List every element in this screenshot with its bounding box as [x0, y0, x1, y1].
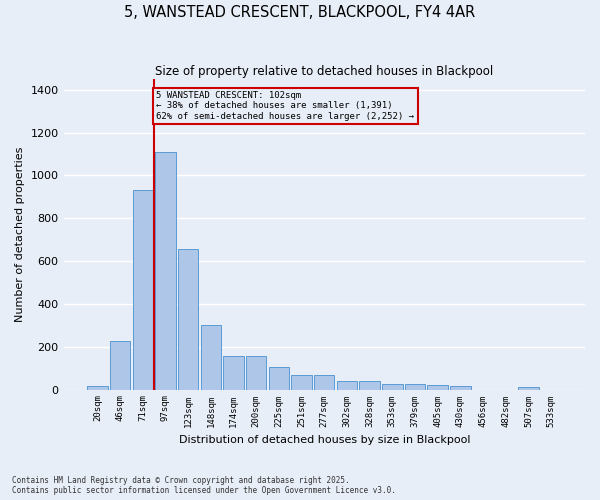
Bar: [155, 152, 176, 390]
Bar: [382, 384, 403, 390]
Bar: [450, 386, 470, 390]
Bar: [223, 356, 244, 390]
Text: 5 WANSTEAD CRESCENT: 102sqm
← 38% of detached houses are smaller (1,391)
62% of : 5 WANSTEAD CRESCENT: 102sqm ← 38% of det…: [157, 91, 415, 120]
Bar: [337, 382, 357, 390]
Bar: [427, 386, 448, 390]
Bar: [246, 356, 266, 390]
Bar: [269, 367, 289, 390]
Bar: [518, 388, 539, 390]
Bar: [87, 386, 107, 390]
Bar: [178, 250, 199, 390]
X-axis label: Distribution of detached houses by size in Blackpool: Distribution of detached houses by size …: [179, 435, 470, 445]
Bar: [292, 375, 312, 390]
Bar: [314, 375, 334, 390]
Text: Contains HM Land Registry data © Crown copyright and database right 2025.
Contai: Contains HM Land Registry data © Crown c…: [12, 476, 396, 495]
Y-axis label: Number of detached properties: Number of detached properties: [15, 146, 25, 322]
Title: Size of property relative to detached houses in Blackpool: Size of property relative to detached ho…: [155, 65, 493, 78]
Bar: [359, 382, 380, 390]
Text: 5, WANSTEAD CRESCENT, BLACKPOOL, FY4 4AR: 5, WANSTEAD CRESCENT, BLACKPOOL, FY4 4AR: [124, 5, 476, 20]
Bar: [405, 384, 425, 390]
Bar: [133, 190, 153, 390]
Bar: [110, 340, 130, 390]
Bar: [200, 326, 221, 390]
